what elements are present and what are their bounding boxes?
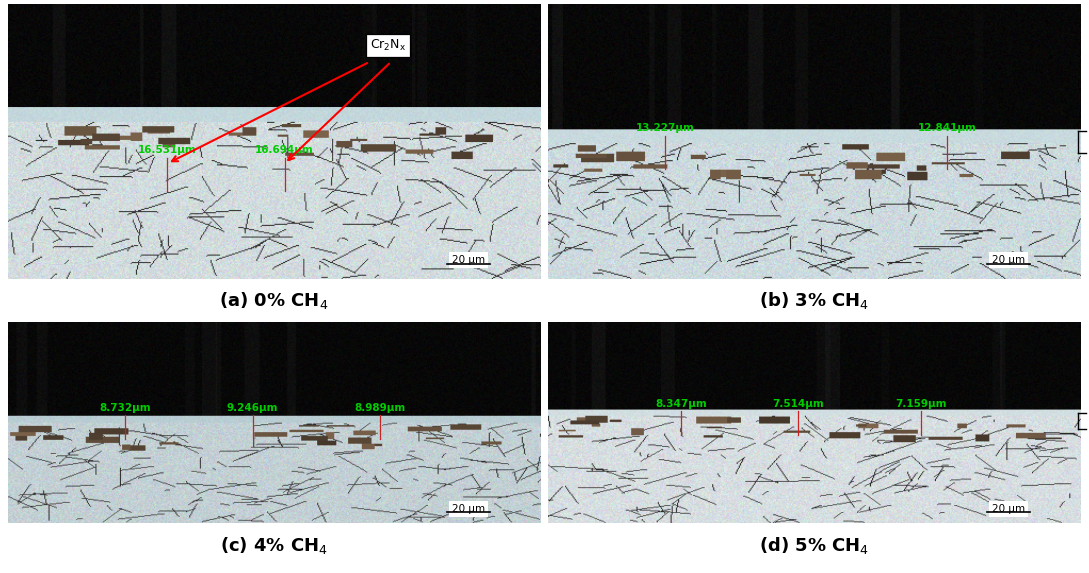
- Text: 13.227μm: 13.227μm: [636, 123, 695, 134]
- Text: 7.514μm: 7.514μm: [772, 398, 824, 409]
- Text: (c) 4% CH$_4$: (c) 4% CH$_4$: [220, 535, 328, 556]
- Text: 8.347μm: 8.347μm: [654, 398, 707, 409]
- Text: (a) 0% CH$_4$: (a) 0% CH$_4$: [219, 290, 329, 311]
- Text: 9.246μm: 9.246μm: [227, 402, 279, 413]
- Text: 16.694μm: 16.694μm: [255, 146, 314, 155]
- Text: 20 μm: 20 μm: [992, 504, 1025, 514]
- Text: (d) 5% CH$_4$: (d) 5% CH$_4$: [759, 535, 869, 556]
- Text: 12.841μm: 12.841μm: [918, 123, 977, 134]
- Text: 20 μm: 20 μm: [992, 255, 1025, 265]
- Text: (b) 3% CH$_4$: (b) 3% CH$_4$: [759, 290, 869, 311]
- Text: 8.989μm: 8.989μm: [355, 402, 406, 413]
- Text: 8.732μm: 8.732μm: [99, 402, 150, 413]
- Text: 7.159μm: 7.159μm: [895, 398, 946, 409]
- Text: $\mathrm{Cr_2N_x}$: $\mathrm{Cr_2N_x}$: [370, 38, 406, 53]
- Text: 20 μm: 20 μm: [452, 504, 485, 514]
- Text: 16.531μm: 16.531μm: [138, 146, 197, 155]
- Text: 20 μm: 20 μm: [452, 255, 485, 265]
